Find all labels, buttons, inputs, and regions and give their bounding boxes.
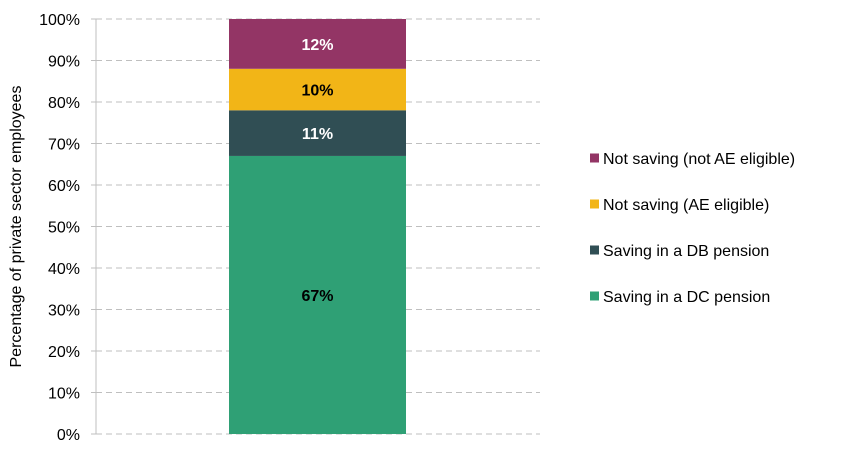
y-tick-label: 100%: [39, 12, 80, 29]
bar-segment: [229, 155, 406, 434]
y-tick-label: 80%: [48, 95, 80, 112]
bar-segment-label: 11%: [302, 126, 333, 143]
legend-item: Saving in a DB pension: [590, 243, 769, 260]
y-tick-label: 20%: [48, 344, 80, 361]
legend-label: Saving in a DB pension: [603, 243, 769, 260]
bar-segment-label: 67%: [301, 288, 333, 305]
bar-segment-label: 12%: [301, 37, 333, 54]
legend-item: Not saving (AE eligible): [590, 197, 769, 214]
bar-segment-label: 10%: [301, 83, 333, 100]
y-axis-title: Percentage of private sector employees: [8, 86, 25, 368]
y-tick-label: 10%: [48, 386, 80, 403]
legend-swatch: [590, 291, 599, 301]
y-tick-label: 30%: [48, 303, 80, 320]
y-tick-label: 0%: [57, 427, 80, 444]
y-tick-label: 70%: [48, 137, 80, 154]
legend-swatch: [590, 245, 599, 255]
legend-label: Not saving (not AE eligible): [603, 151, 795, 168]
bar-segment: [229, 68, 406, 111]
bar-segment: [229, 110, 406, 156]
legend-label: Saving in a DC pension: [603, 289, 770, 306]
y-tick-label: 40%: [48, 261, 80, 278]
y-tick-label: 50%: [48, 220, 80, 237]
legend-item: Saving in a DC pension: [590, 289, 770, 306]
stacked-bar: 67% 11% 10% 12%: [229, 19, 406, 434]
y-tick-label: 60%: [48, 178, 80, 195]
bar-segment: [229, 19, 406, 69]
legend: Not saving (not AE eligible) Not saving (…: [590, 151, 795, 306]
legend-swatch: [590, 199, 599, 209]
y-axis-tick-labels: 0% 10% 20% 30% 40% 50% 60% 70% 80% 90% 100%: [39, 12, 80, 444]
y-tick-label: 90%: [48, 54, 80, 71]
legend-item: Not saving (not AE eligible): [590, 151, 795, 168]
legend-swatch: [590, 153, 599, 163]
legend-label: Not saving (AE eligible): [603, 197, 769, 214]
